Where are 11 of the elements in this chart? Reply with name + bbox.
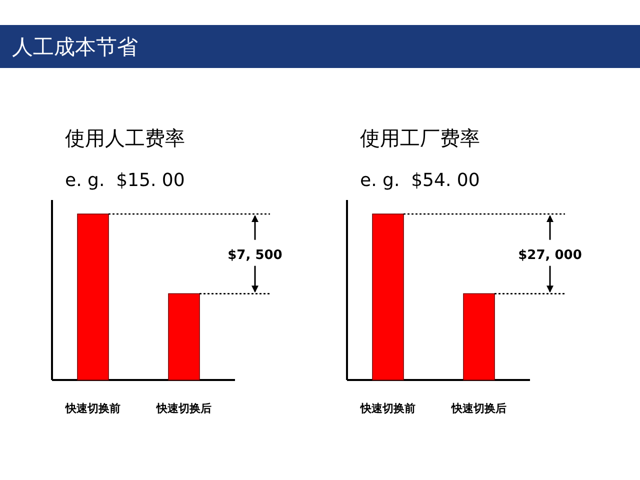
chart-subtitle: e. g. $54. 00 — [360, 170, 480, 191]
text: 人工成本节省 — [12, 35, 138, 59]
x-tick-label: 快速切换后 — [156, 402, 212, 415]
annotation: $27, 000 — [518, 248, 582, 263]
chart-title: 使用工厂费率 — [360, 126, 480, 150]
chart-subtitle: e. g. $15. 00 — [65, 170, 185, 191]
x-tick-label: 快速切换前 — [360, 402, 416, 415]
annotation: $7, 500 — [228, 248, 282, 263]
x-tick-label: 快速切换前 — [64, 402, 120, 415]
chart-title: 使用人工费率 — [65, 126, 185, 150]
x-tick-label: 快速切换后 — [450, 402, 506, 415]
